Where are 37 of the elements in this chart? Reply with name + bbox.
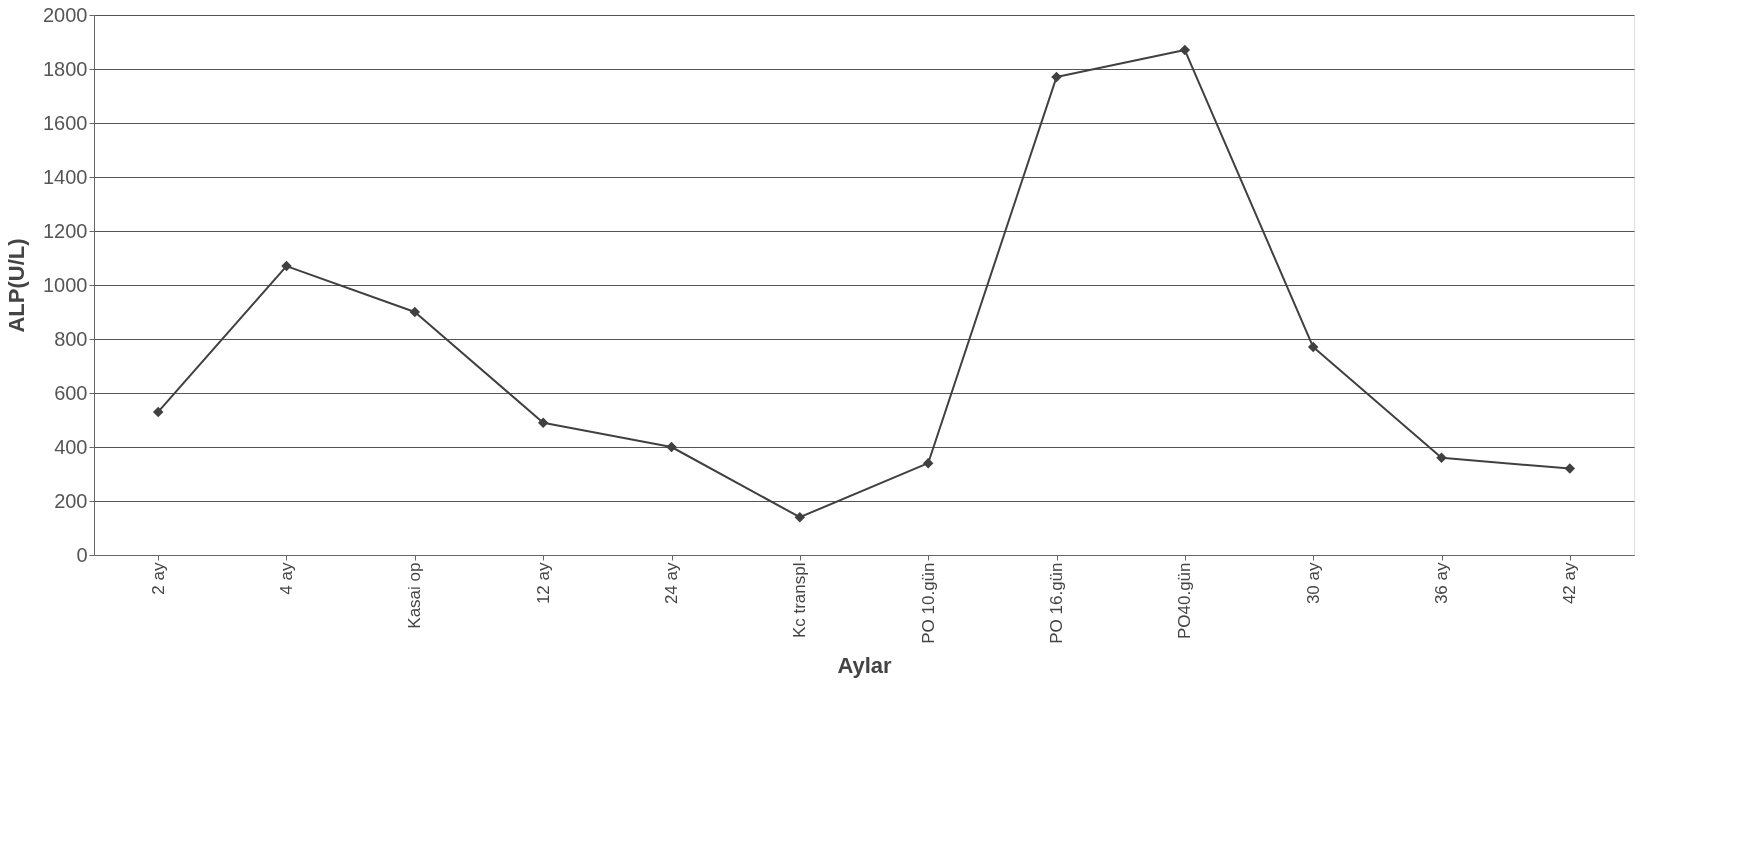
y-tick-label: 600 <box>54 381 88 404</box>
x-axis-title: Aylar <box>837 652 893 678</box>
x-tick-label: 42 ay <box>1560 562 1580 605</box>
y-tick-label: 800 <box>54 327 88 350</box>
y-tick-label: 2000 <box>43 3 88 26</box>
x-tick-label: 36 ay <box>1432 562 1451 605</box>
point <box>1307 341 1319 353</box>
x-tick-label: 4 ay <box>277 562 296 595</box>
point <box>537 417 549 428</box>
y-tick-label: 400 <box>54 435 88 458</box>
x-tick-label: Kasai op <box>405 562 425 629</box>
point <box>152 406 164 418</box>
y-tick-label: 1800 <box>43 57 88 80</box>
point <box>1436 452 1447 464</box>
y-tick-label: 1000 <box>43 273 88 296</box>
y-axis-title: ALP(U/L) <box>4 238 30 333</box>
x-tick-label: 24 ay <box>662 562 681 605</box>
y-tick-label: 0 <box>76 543 88 566</box>
point <box>794 511 806 523</box>
y-tick-label: 1200 <box>43 219 88 242</box>
point <box>1564 463 1576 474</box>
x-tick-label: PO 10.gün <box>918 562 938 644</box>
point <box>409 306 421 318</box>
x-tick-label: 2 ay <box>148 562 168 595</box>
y-tick-label: 1400 <box>43 165 88 188</box>
point <box>1179 44 1191 56</box>
x-tick-label: 30 ay <box>1303 562 1323 605</box>
x-tick-label: PO 16.gün <box>1047 562 1066 644</box>
point <box>1051 71 1062 83</box>
x-tick-label: 12 ay <box>533 562 553 605</box>
point <box>281 260 292 272</box>
x-tick-label: Kc transpl <box>790 562 810 639</box>
point <box>666 441 677 453</box>
x-tick-label: PO40.gün <box>1175 562 1195 640</box>
y-tick-label: 1600 <box>43 111 88 134</box>
point <box>922 457 934 469</box>
y-tick-label: 200 <box>54 489 88 512</box>
